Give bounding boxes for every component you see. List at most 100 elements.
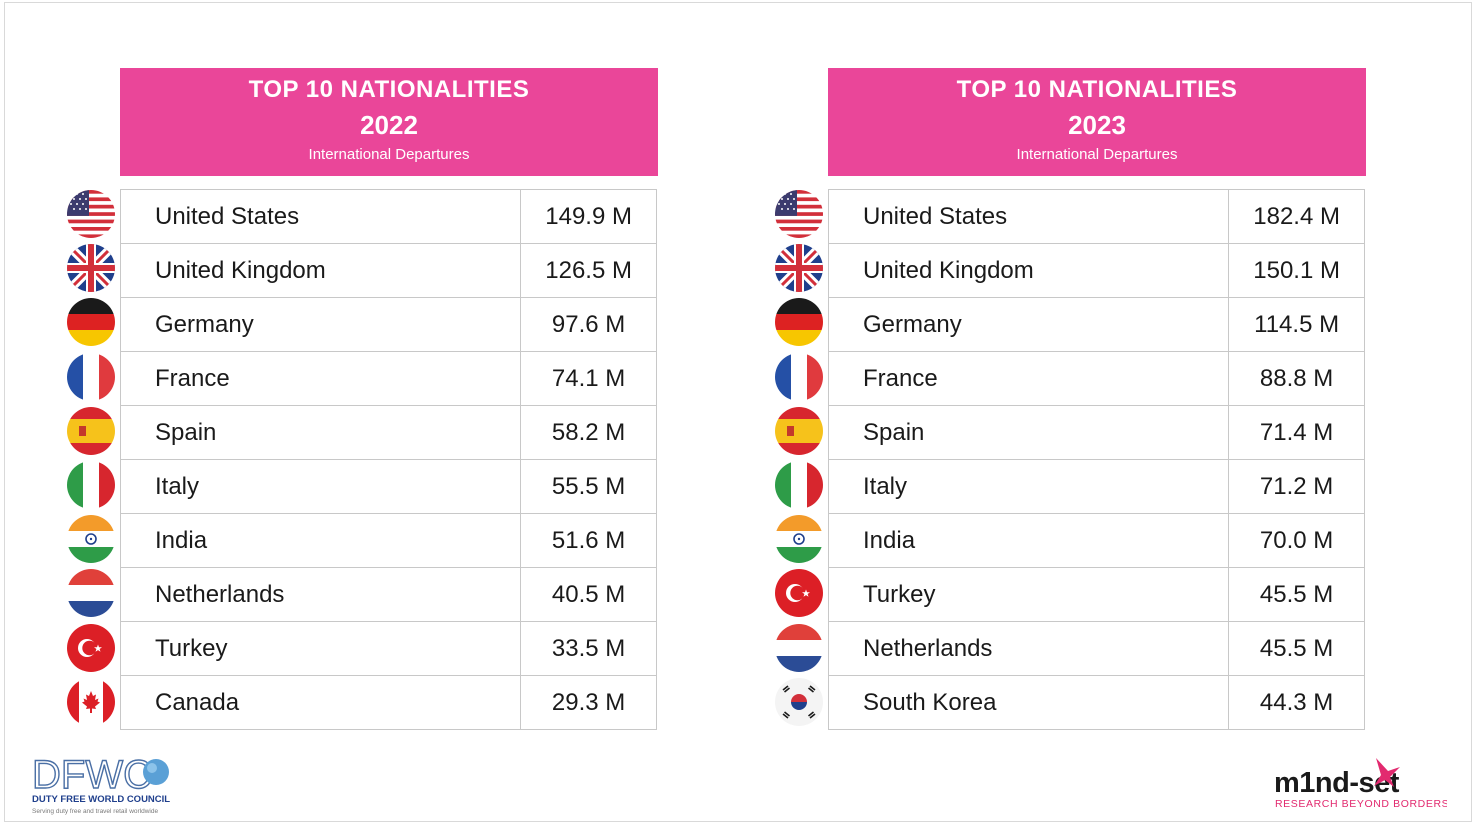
departures-value: 182.4 M xyxy=(1228,189,1365,244)
us-flag-icon xyxy=(67,190,115,238)
flag-column-2023 xyxy=(775,190,825,732)
table-row: Germany 97.6 M xyxy=(119,297,657,352)
table-row: South Korea 44.3 M xyxy=(827,675,1365,730)
country-name: Spain xyxy=(119,405,522,460)
table-row: United States 149.9 M xyxy=(119,189,657,244)
country-name: Netherlands xyxy=(119,567,522,622)
spain-flag-icon xyxy=(775,406,823,455)
country-name: United States xyxy=(119,189,522,244)
table-row: United Kingdom 126.5 M xyxy=(119,243,657,298)
table-row: Germany 114.5 M xyxy=(827,297,1365,352)
table-row: Turkey 45.5 M xyxy=(827,567,1365,622)
departures-value: 44.3 M xyxy=(1228,675,1365,730)
departures-value: 71.2 M xyxy=(1228,459,1365,514)
panel-year: 2023 xyxy=(1068,110,1126,140)
table-row: United States 182.4 M xyxy=(827,189,1365,244)
country-name: United States xyxy=(827,189,1230,244)
country-name: India xyxy=(827,513,1230,568)
turkey-flag-icon xyxy=(67,623,115,672)
south-korea-flag-icon xyxy=(775,677,823,726)
panel-2023: TOP 10 NATIONALITIES 2023 International … xyxy=(827,68,1366,730)
country-name: United Kingdom xyxy=(827,243,1230,298)
italy-flag-icon xyxy=(775,460,823,509)
country-name: France xyxy=(827,351,1230,406)
panel-title: TOP 10 NATIONALITIES xyxy=(956,76,1238,103)
panel-title: TOP 10 NATIONALITIES xyxy=(248,76,530,103)
country-name: Canada xyxy=(119,675,522,730)
germany-flag-icon xyxy=(67,298,115,347)
dfwc-logo-name: DUTY FREE WORLD COUNCIL xyxy=(32,794,170,805)
mindset-logo-tagline: RESEARCH BEYOND BORDERS xyxy=(1275,798,1447,810)
departures-value: 70.0 M xyxy=(1228,513,1365,568)
panel-header-2023: TOP 10 NATIONALITIES 2023 International … xyxy=(828,68,1366,176)
panel-subtitle: International Departures xyxy=(308,146,470,163)
us-flag-icon xyxy=(775,190,823,238)
table-row: Turkey 33.5 M xyxy=(119,621,657,676)
table-row: Netherlands 45.5 M xyxy=(827,621,1365,676)
spain-flag-icon xyxy=(67,406,115,455)
departures-value: 149.9 M xyxy=(520,189,657,244)
india-flag-icon xyxy=(67,515,115,564)
departures-value: 74.1 M xyxy=(520,351,657,406)
canada-flag-icon xyxy=(67,677,115,726)
turkey-flag-icon xyxy=(775,569,823,618)
uk-flag-icon xyxy=(775,244,823,293)
france-flag-icon xyxy=(775,352,823,401)
table-row: Italy 55.5 M xyxy=(119,459,657,514)
table-row: Spain 58.2 M xyxy=(119,405,657,460)
country-name: Netherlands xyxy=(827,621,1230,676)
country-name: Turkey xyxy=(827,567,1230,622)
uk-flag-icon xyxy=(67,244,115,293)
table-row: Spain 71.4 M xyxy=(827,405,1365,460)
departures-value: 114.5 M xyxy=(1228,297,1365,352)
panel-header-2022: TOP 10 NATIONALITIES 2022 International … xyxy=(120,68,658,176)
country-name: Italy xyxy=(827,459,1230,514)
table-row: India 51.6 M xyxy=(119,513,657,568)
table-row: Netherlands 40.5 M xyxy=(119,567,657,622)
departures-value: 126.5 M xyxy=(520,243,657,298)
departures-value: 45.5 M xyxy=(1228,567,1365,622)
country-name: United Kingdom xyxy=(119,243,522,298)
departures-value: 88.8 M xyxy=(1228,351,1365,406)
dfwc-logo: DFWC DUTY FREE WORLD COUNCIL Serving dut… xyxy=(31,752,182,816)
country-name: Italy xyxy=(119,459,522,514)
departures-value: 45.5 M xyxy=(1228,621,1365,676)
country-name: Turkey xyxy=(119,621,522,676)
departures-value: 33.5 M xyxy=(520,621,657,676)
table-row: France 74.1 M xyxy=(119,351,657,406)
ranking-table-2023: United States 182.4 M United Kingdom 150.1… xyxy=(827,189,1365,730)
country-name: Germany xyxy=(119,297,522,352)
departures-value: 51.6 M xyxy=(520,513,657,568)
flag-column-2022 xyxy=(67,190,117,732)
table-row: United Kingdom 150.1 M xyxy=(827,243,1365,298)
netherlands-flag-icon xyxy=(67,569,115,618)
dfwc-logo-tagline: Serving duty free and travel retail worl… xyxy=(32,808,158,815)
departures-value: 29.3 M xyxy=(520,675,657,730)
france-flag-icon xyxy=(67,352,115,401)
table-row: Canada 29.3 M xyxy=(119,675,657,730)
country-name: South Korea xyxy=(827,675,1230,730)
departures-value: 40.5 M xyxy=(520,567,657,622)
panel-year: 2022 xyxy=(360,110,418,140)
departures-value: 58.2 M xyxy=(520,405,657,460)
slide-frame xyxy=(4,2,1472,822)
netherlands-flag-icon xyxy=(775,623,823,672)
mindset-logo: m1nd-set RESEARCH BEYOND BORDERS xyxy=(1272,756,1449,812)
table-row: France 88.8 M xyxy=(827,351,1365,406)
country-name: India xyxy=(119,513,522,568)
panel-subtitle: International Departures xyxy=(1016,146,1178,163)
panel-2022: TOP 10 NATIONALITIES 2022 International … xyxy=(119,68,658,730)
country-name: Spain xyxy=(827,405,1230,460)
departures-value: 150.1 M xyxy=(1228,243,1365,298)
india-flag-icon xyxy=(775,515,823,564)
table-row: India 70.0 M xyxy=(827,513,1365,568)
departures-value: 97.6 M xyxy=(520,297,657,352)
ranking-table-2022: United States 149.9 M United Kingdom 126.5… xyxy=(119,189,657,730)
country-name: Germany xyxy=(827,297,1230,352)
italy-flag-icon xyxy=(67,460,115,509)
table-row: Italy 71.2 M xyxy=(827,459,1365,514)
departures-value: 55.5 M xyxy=(520,459,657,514)
departures-value: 71.4 M xyxy=(1228,405,1365,460)
germany-flag-icon xyxy=(775,298,823,347)
country-name: France xyxy=(119,351,522,406)
